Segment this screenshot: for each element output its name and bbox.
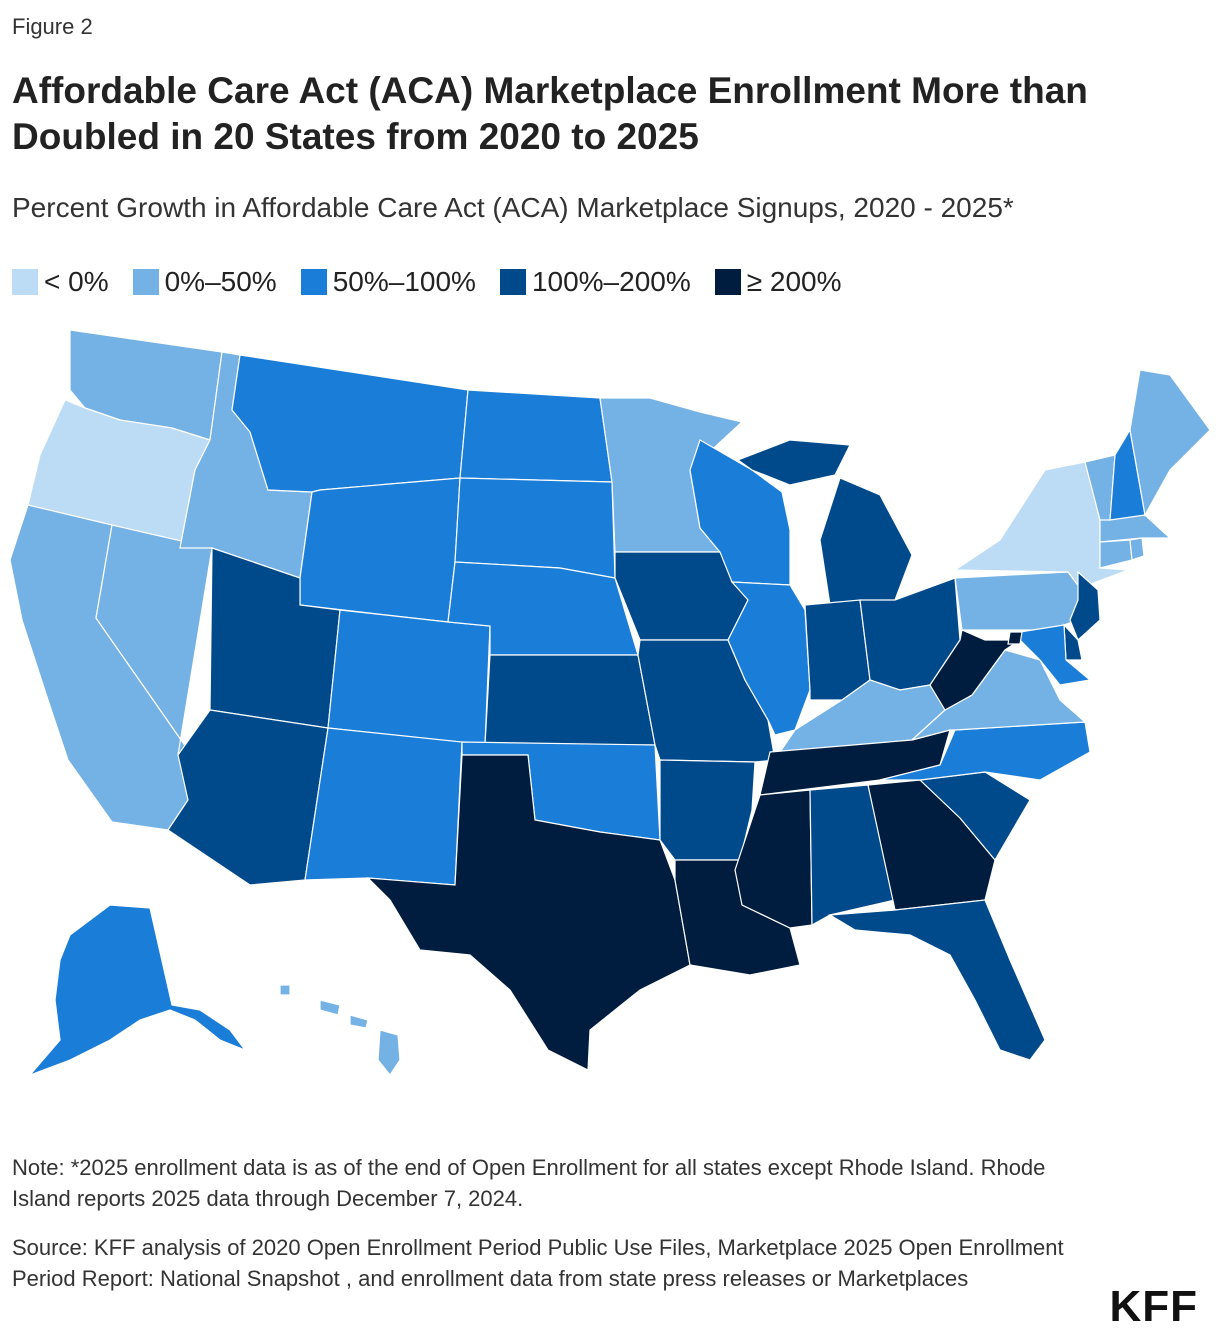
state-co[interactable]: [327, 609, 491, 746]
state-pa[interactable]: [954, 571, 1081, 631]
legend-item-50-100: 50%–100%: [300, 266, 476, 298]
legend-swatch: [499, 269, 526, 295]
chart-subtitle: Percent Growth in Affordable Care Act (A…: [12, 192, 1014, 223]
legend-item-neg: < 0%: [12, 266, 109, 298]
state-ct[interactable]: [1099, 539, 1133, 569]
legend: < 0% 0%–50% 50%–100% 100%–200% ≥ 200%: [12, 266, 866, 298]
legend-label: 50%–100%: [332, 266, 476, 297]
legend-item-0-50: 0%–50%: [132, 266, 277, 298]
legend-swatch: [714, 269, 741, 295]
state-tx[interactable]: [366, 754, 691, 1071]
state-ar[interactable]: [659, 759, 756, 861]
state-fl[interactable]: [828, 899, 1046, 1061]
kff-logo: KFF: [1109, 1282, 1198, 1331]
state-al[interactable]: [809, 784, 896, 927]
state-il[interactable]: [727, 581, 811, 736]
chart-title: Affordable Care Act (ACA) Marketplace En…: [12, 70, 1088, 157]
legend-swatch: [12, 269, 38, 295]
legend-swatch: [132, 269, 159, 295]
legend-label: ≥ 200%: [746, 266, 842, 297]
state-wv[interactable]: [929, 629, 1022, 711]
state-ri[interactable]: [1129, 537, 1145, 561]
legend-swatch: [300, 269, 327, 295]
legend-label: < 0%: [44, 266, 109, 297]
legend-item-100-200: 100%–200%: [499, 266, 691, 298]
state-hi[interactable]: [279, 984, 401, 1077]
figure-label: Figure 2: [12, 14, 93, 39]
state-mt[interactable]: [231, 354, 469, 493]
state-wy[interactable]: [299, 477, 461, 623]
legend-item-200-plus: ≥ 200%: [714, 266, 842, 298]
legend-label: 0%–50%: [164, 266, 277, 297]
state-md[interactable]: [1019, 624, 1092, 686]
state-ks[interactable]: [484, 654, 656, 746]
note-text: Note: *2025 enrollment data is as of the…: [12, 1155, 1046, 1211]
source-text: Source: KFF analysis of 2020 Open Enroll…: [12, 1235, 1064, 1291]
state-nc[interactable]: [879, 721, 1091, 781]
us-map-svg: [9, 329, 1211, 1077]
state-dc[interactable]: [1007, 631, 1023, 645]
state-az[interactable]: [167, 709, 329, 886]
state-ak[interactable]: [29, 904, 247, 1076]
state-nm[interactable]: [304, 727, 463, 886]
state-nd[interactable]: [459, 389, 613, 483]
state-in[interactable]: [804, 599, 871, 701]
us-map: [0, 320, 1220, 1090]
legend-label: 100%–200%: [531, 266, 691, 297]
state-me[interactable]: [1129, 369, 1211, 517]
